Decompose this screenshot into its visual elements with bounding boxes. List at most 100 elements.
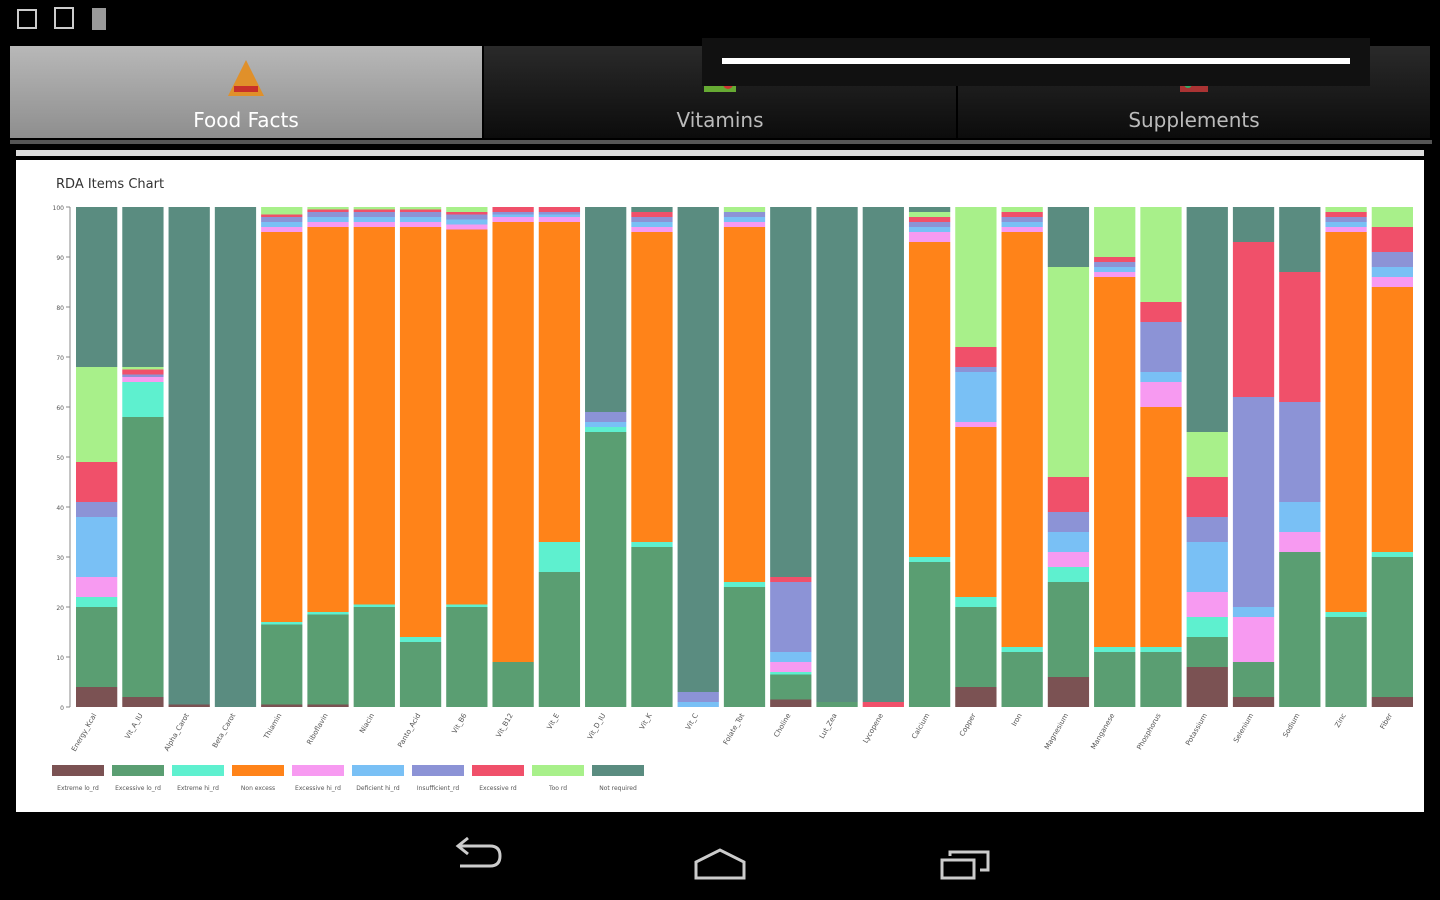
bar-segment	[908, 557, 951, 562]
bar-segment	[908, 562, 951, 707]
x-tick-label: Vit_D_IU	[586, 712, 607, 741]
bar-segment	[76, 367, 118, 462]
bar-segment	[261, 704, 303, 707]
bar-segment	[1279, 502, 1321, 532]
bar-segment	[538, 222, 581, 542]
legend-label: Insufficient_rd	[417, 785, 459, 792]
bar-segment	[122, 377, 164, 382]
y-tick-label: 20	[56, 605, 64, 612]
bar-segment	[631, 212, 673, 217]
bar-segment	[1371, 207, 1413, 227]
bar-segment	[1371, 697, 1413, 707]
bar-segment	[1232, 207, 1275, 242]
recents-button[interactable]	[948, 850, 990, 872]
y-tick-label: 60	[56, 405, 64, 412]
bar-segment	[1140, 207, 1182, 302]
bar-segment	[1047, 532, 1090, 552]
legend-swatch	[292, 765, 344, 776]
recents-button[interactable]	[940, 858, 976, 880]
bar-segment	[492, 207, 534, 212]
bar-segment	[1047, 512, 1090, 532]
bar-segment	[1140, 302, 1182, 322]
bar-segment	[122, 207, 164, 367]
legend-swatch	[352, 765, 404, 776]
bar-segment	[1371, 267, 1413, 277]
status-icon	[54, 7, 74, 29]
bar-segment	[1094, 652, 1136, 707]
bar-segment	[538, 214, 581, 217]
bar-segment	[76, 517, 118, 577]
bar-segment	[76, 687, 118, 707]
bar-segment	[76, 577, 118, 597]
bar-segment	[631, 542, 673, 547]
status-bar	[17, 7, 106, 30]
bar-segment	[122, 697, 164, 707]
bar-segment	[955, 347, 997, 367]
progress-bar	[722, 58, 1350, 64]
bar-segment	[261, 217, 303, 222]
bar-segment	[307, 217, 349, 222]
y-tick-label: 80	[56, 305, 64, 312]
y-tick-label: 50	[56, 455, 64, 462]
bar-segment	[631, 217, 673, 222]
bar-segment	[168, 704, 210, 707]
bar-segment	[1140, 407, 1182, 647]
chart-panel: RDA Items Chart 0 10 20 30 40 50 60 70 80 90 100 En…	[16, 160, 1424, 812]
x-tick-label: Lut_Zea	[818, 712, 839, 740]
bar-segment	[955, 607, 997, 687]
bar-segment	[770, 577, 812, 582]
home-button[interactable]	[694, 848, 746, 880]
bar-segment	[723, 207, 766, 212]
bar-segment	[307, 209, 349, 212]
bar-segment	[353, 222, 395, 227]
bar-segment	[538, 542, 581, 572]
bar-segment	[770, 207, 812, 577]
bar-segment	[1371, 287, 1413, 552]
bar-segment	[723, 582, 766, 587]
bar-segment	[446, 207, 488, 212]
bar-segment	[585, 427, 627, 432]
legend-swatch	[52, 765, 104, 776]
bar-segment	[723, 212, 766, 217]
x-tick-label: Iron	[1010, 712, 1024, 728]
x-tick-label: Phosphorus	[1135, 712, 1162, 752]
bar-segment	[353, 212, 395, 217]
x-tick-label: Potassium	[1184, 712, 1209, 747]
legend-label: Excessive lo_rd	[115, 785, 161, 792]
bar-segment	[399, 222, 442, 227]
bar-segment	[1140, 382, 1182, 407]
bar-segment	[261, 207, 303, 215]
bar-segment	[1186, 667, 1228, 707]
bar-segment	[1232, 397, 1275, 607]
chart: RDA Items Chart 0 10 20 30 40 50 60 70 80 90 100 En…	[52, 177, 1413, 792]
legend-swatch	[172, 765, 224, 776]
back-button[interactable]	[455, 836, 502, 868]
y-tick-label: 100	[53, 205, 65, 212]
bar-segment	[261, 232, 303, 622]
bar-segment	[1325, 217, 1367, 222]
legend-swatch	[532, 765, 584, 776]
bar-segment	[446, 212, 488, 215]
bar-segment	[492, 222, 534, 662]
bar-segment	[1047, 267, 1090, 477]
bar-segment	[1186, 432, 1228, 477]
bar-segment	[955, 687, 997, 707]
x-tick-label: Vit_B6	[451, 712, 469, 736]
tab[interactable]: Food Facts	[10, 46, 482, 138]
bar-segment	[1371, 552, 1413, 557]
bar-segment	[353, 227, 395, 605]
bar-segment	[1001, 217, 1043, 222]
legend-swatch	[592, 765, 644, 776]
bar-segment	[1094, 207, 1136, 257]
bar-segment	[122, 417, 164, 697]
x-tick-label: Folate_Tot	[722, 712, 747, 746]
bar-segment	[1232, 662, 1275, 697]
bar-segment	[1325, 212, 1367, 217]
bar-segment	[1325, 222, 1367, 227]
bar-segment	[538, 572, 581, 707]
bar-segment	[631, 207, 673, 212]
bar-segment	[76, 607, 118, 687]
bar-segment	[908, 217, 951, 222]
y-tick-label: 30	[56, 555, 64, 562]
bar-segment	[631, 547, 673, 707]
